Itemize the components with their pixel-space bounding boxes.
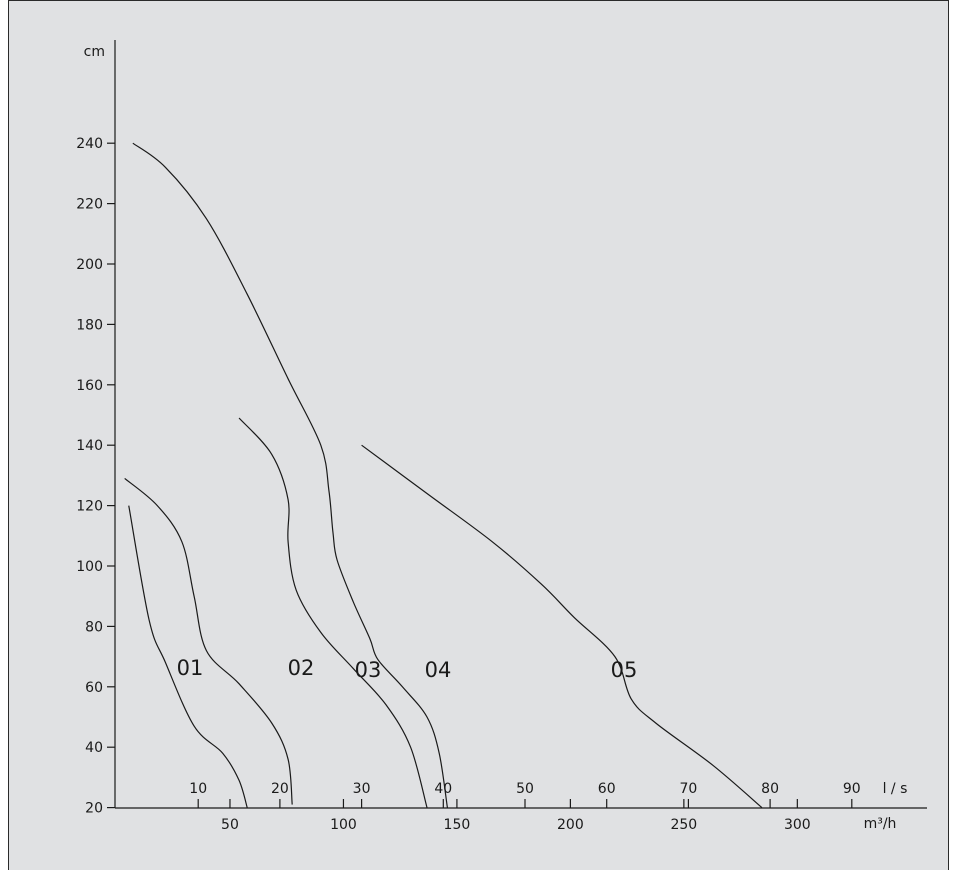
y-tick-label: 140	[76, 438, 103, 454]
curve-label-01: 01	[177, 656, 204, 680]
x-m3h-tick-label: 150	[444, 817, 471, 833]
x-ls-tick-label: 60	[598, 781, 616, 797]
y-tick-label: 20	[85, 801, 103, 817]
x-ls-tick-label: 30	[353, 781, 371, 797]
y-tick-label: 60	[85, 680, 103, 696]
curve-label-04: 04	[425, 658, 452, 682]
x-m3h-tick-label: 50	[221, 817, 239, 833]
curve-label-02: 02	[288, 656, 315, 680]
y-tick-label: 40	[85, 740, 103, 756]
y-tick-label: 160	[76, 378, 103, 394]
y-tick-label: 220	[76, 197, 103, 213]
y-tick-label: 80	[85, 619, 103, 635]
x-m3h-tick-label: 250	[670, 817, 697, 833]
curve-01	[128, 505, 248, 808]
x-ls-tick-label: 70	[679, 781, 697, 797]
curves	[124, 142, 763, 809]
y-axis-unit-label: cm	[84, 44, 105, 60]
curve-02	[124, 477, 293, 805]
y-tick-label: 180	[76, 317, 103, 333]
curve-05	[361, 444, 763, 809]
x-axis-ls-unit-label: l / s	[883, 781, 908, 797]
curve-label-05: 05	[611, 658, 638, 682]
chart-frame	[8, 0, 949, 870]
x-ls-tick-label: 20	[271, 781, 289, 797]
y-tick-label: 100	[76, 559, 103, 575]
curve-04	[132, 142, 448, 808]
y-tick-label: 200	[76, 257, 103, 273]
curve-03	[238, 417, 428, 808]
x-ls-tick-label: 10	[189, 781, 207, 797]
curve-labels: 01 02 03 04 05	[177, 656, 638, 682]
x-m3h-tick-label: 100	[330, 817, 357, 833]
x-axis-m3h-unit-label: m³/h	[864, 816, 897, 832]
x-m3h-tick-label: 200	[557, 817, 584, 833]
x-ls-tick-label: 80	[761, 781, 779, 797]
x-m3h-tick-label: 300	[784, 817, 811, 833]
x-ls-tick-label: 50	[516, 781, 534, 797]
axes: 20 40 60 80 100 120 140 160 180 200 220 240 10 20 30 40…	[76, 40, 927, 833]
x-ls-tick-label: 90	[843, 781, 861, 797]
curve-label-03: 03	[355, 658, 382, 682]
y-tick-label: 240	[76, 136, 103, 152]
x-ls-tick-label: 40	[434, 781, 452, 797]
y-tick-label: 120	[76, 499, 103, 515]
